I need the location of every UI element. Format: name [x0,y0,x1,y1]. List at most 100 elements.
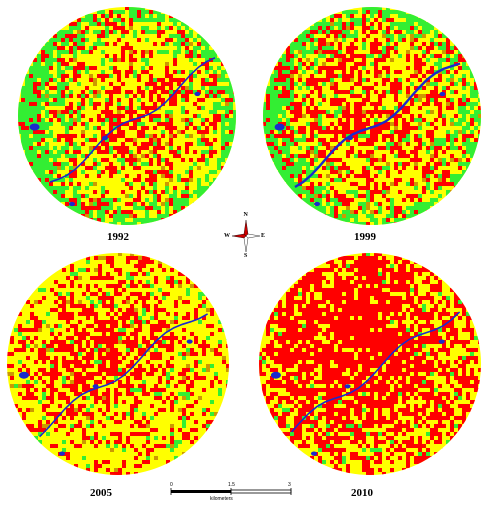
land-cover-cell [150,328,154,332]
land-cover-cell [382,54,386,58]
land-cover-cell [98,336,102,340]
land-cover-cell [442,372,446,376]
land-cover-cell [165,42,169,46]
land-cover-cell [177,154,181,158]
land-cover-cell [466,356,470,360]
land-cover-cell [394,46,398,50]
land-cover-cell [226,364,229,368]
land-cover-cell [350,130,354,134]
land-cover-cell [210,308,214,312]
land-cover-cell [78,420,82,424]
land-cover-cell [157,78,161,82]
land-cover-cell [266,86,270,90]
land-cover-cell [418,316,422,320]
land-cover-cell [90,300,94,304]
land-cover-cell [57,102,61,106]
land-cover-cell [454,42,458,46]
land-cover-cell [193,74,197,78]
land-cover-cell [169,138,173,142]
land-cover-cell [42,348,46,352]
land-cover-cell [126,316,130,320]
land-cover-cell [282,66,286,70]
land-cover-cell [149,190,153,194]
land-cover-cell [446,364,450,368]
land-cover-cell [141,50,145,54]
land-cover-cell [161,82,165,86]
land-cover-cell [470,70,474,74]
land-cover-cell [290,174,294,178]
land-cover-cell [354,46,358,50]
land-cover-cell [97,102,101,106]
land-cover-cell [318,174,322,178]
land-cover-cell [310,150,314,154]
land-cover-cell [366,194,370,198]
land-cover-cell [161,18,165,22]
land-cover-cell [378,348,382,352]
land-cover-cell [221,106,225,110]
land-cover-cell [189,142,193,146]
land-cover-cell [338,22,342,26]
land-cover-cell [390,18,394,22]
land-cover-cell [126,436,130,440]
land-cover-cell [266,344,270,348]
land-cover-cell [130,416,134,420]
land-cover-cell [81,194,85,198]
land-cover-cell [61,90,65,94]
land-cover-cell [426,146,430,150]
land-cover-cell [362,78,366,82]
land-cover-cell [342,328,346,332]
land-cover-cell [358,356,362,360]
land-cover-cell [454,46,458,50]
land-cover-cell [78,352,82,356]
land-cover-cell [82,328,86,332]
land-cover-cell [122,316,126,320]
land-cover-cell [53,98,57,102]
land-cover-cell [134,420,138,424]
land-cover-cell [209,86,213,90]
land-cover-cell [118,384,122,388]
land-cover-cell [270,126,274,130]
land-cover-cell [290,190,294,194]
land-cover-cell [117,38,121,42]
land-cover-cell [438,312,442,316]
land-cover-cell [141,206,145,210]
land-cover-cell [410,82,414,86]
land-cover-cell [278,74,282,78]
land-cover-cell [386,332,390,336]
land-cover-cell [362,372,366,376]
land-cover-cell [314,110,318,114]
land-cover-cell [442,312,446,316]
land-cover-cell [121,158,125,162]
land-cover-cell [85,50,89,54]
land-cover-cell [149,30,153,34]
land-cover-cell [398,218,402,222]
land-cover-cell [434,166,438,170]
land-cover-cell [394,162,398,166]
land-cover-cell [170,368,174,372]
land-cover-cell [454,134,458,138]
land-cover-cell [346,118,350,122]
land-cover-cell [386,222,390,225]
land-cover-cell [101,194,105,198]
land-cover-cell [77,150,81,154]
land-cover-cell [406,122,410,126]
land-cover-cell [101,34,105,38]
land-cover-cell [185,118,189,122]
land-cover-cell [294,106,298,110]
land-cover-cell [181,106,185,110]
land-cover-cell [342,38,346,42]
land-cover-cell [142,256,146,260]
land-cover-cell [134,308,138,312]
land-cover-cell [394,122,398,126]
land-cover-cell [170,444,174,448]
land-cover-cell [226,344,229,348]
land-cover-cell [422,74,426,78]
land-cover-cell [374,182,378,186]
land-cover-cell [378,372,382,376]
land-cover-cell [185,202,189,206]
land-cover-cell [278,146,282,150]
land-cover-cell [85,86,89,90]
land-cover-cell [70,264,74,268]
land-cover-cell [446,134,450,138]
land-cover-cell [221,58,225,62]
